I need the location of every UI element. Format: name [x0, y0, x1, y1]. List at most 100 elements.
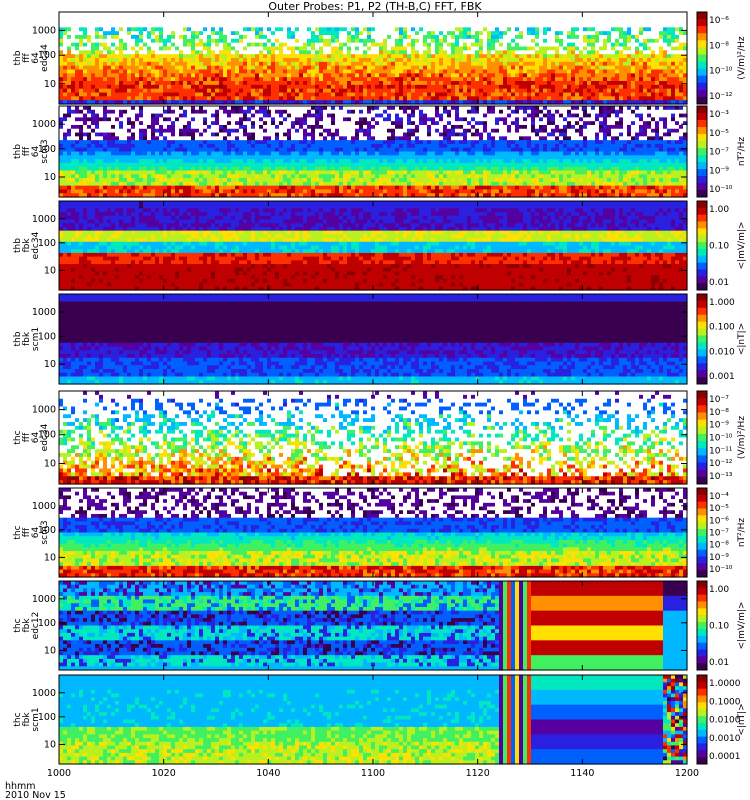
heatmap-cell	[119, 61, 124, 67]
heatmap-cell	[499, 27, 504, 32]
heatmap-cell	[567, 42, 572, 48]
heatmap-cell	[499, 96, 504, 101]
heatmap-cell	[87, 117, 92, 122]
heatmap-cell	[595, 50, 600, 55]
heatmap-cell	[655, 88, 660, 94]
heatmap-cell	[331, 65, 336, 71]
heatmap-cell	[511, 54, 516, 59]
heatmap-cell	[111, 181, 116, 187]
heatmap-cell	[199, 124, 204, 130]
heatmap-cell	[603, 84, 608, 90]
heatmap-cell	[647, 38, 652, 44]
heatmap-cell	[119, 88, 124, 94]
heatmap-cell	[311, 46, 316, 51]
heatmap-cell	[523, 73, 528, 78]
heatmap-cell	[71, 117, 76, 122]
heatmap-cell	[403, 19, 408, 25]
heatmap-cell	[127, 15, 132, 21]
heatmap-cell	[87, 109, 92, 115]
heatmap-cell	[371, 61, 376, 67]
heatmap-cell	[171, 73, 176, 78]
heatmap-cell	[175, 38, 180, 44]
heatmap-cell	[155, 155, 160, 160]
heatmap-cell	[411, 65, 416, 71]
heatmap-cell	[523, 23, 528, 28]
heatmap-cell	[439, 38, 444, 44]
heatmap-cell	[135, 61, 140, 67]
heatmap-cell	[99, 143, 104, 149]
heatmap-cell	[555, 92, 560, 97]
heatmap-cell	[159, 147, 164, 153]
heatmap-cell	[127, 23, 132, 28]
heatmap-cell	[231, 100, 236, 105]
heatmap-cell	[391, 50, 396, 55]
heatmap-cell	[539, 100, 544, 105]
heatmap-cell	[231, 128, 236, 134]
heatmap-cell	[635, 15, 640, 21]
heatmap-cell	[147, 54, 152, 59]
heatmap-cell	[147, 174, 152, 179]
heatmap-cell	[615, 69, 620, 74]
heatmap-cell	[191, 143, 196, 149]
heatmap-cell	[251, 181, 256, 187]
heatmap-cell	[127, 58, 132, 63]
heatmap-cell	[223, 81, 228, 86]
heatmap-cell	[347, 92, 352, 97]
heatmap-cell	[287, 96, 292, 101]
heatmap-cell	[559, 38, 564, 44]
heatmap-cell	[267, 96, 272, 101]
heatmap-cell	[427, 35, 432, 40]
heatmap-cell	[147, 132, 152, 137]
heatmap-cell	[271, 35, 276, 40]
heatmap-cell	[259, 54, 264, 59]
heatmap-cell	[187, 109, 192, 115]
heatmap-cell	[403, 88, 408, 94]
heatmap-cell	[171, 81, 176, 86]
heatmap-cell	[343, 23, 348, 28]
heatmap-cell	[567, 19, 572, 25]
heatmap-cell	[127, 147, 132, 153]
heatmap-cell	[227, 65, 232, 71]
heatmap-cell	[647, 77, 652, 82]
heatmap-cell	[615, 92, 620, 97]
heatmap-cell	[527, 73, 532, 78]
heatmap-cell	[231, 170, 236, 175]
heatmap-p2	[59, 106, 688, 198]
heatmap-cell	[87, 193, 92, 198]
heatmap-cell	[507, 81, 512, 86]
heatmap-cell	[491, 38, 496, 44]
heatmap-cell	[187, 54, 192, 59]
heatmap-cell	[175, 73, 180, 78]
heatmap-cell	[79, 23, 84, 28]
heatmap-cell	[579, 96, 584, 101]
colorbar-tick-label: 10⁻⁸	[709, 41, 729, 51]
heatmap-cell	[287, 88, 292, 94]
heatmap-cell	[115, 81, 120, 86]
heatmap-cell	[379, 50, 384, 55]
heatmap-cell	[363, 54, 368, 59]
heatmap-cell	[383, 38, 388, 44]
heatmap-cell	[323, 88, 328, 94]
heatmap-cell	[615, 58, 620, 63]
heatmap-cell	[151, 69, 156, 74]
heatmap-cell	[107, 77, 112, 82]
heatmap-cell	[451, 54, 456, 59]
heatmap-cell	[387, 31, 392, 36]
heatmap-cell	[227, 121, 232, 126]
heatmap-cell	[83, 84, 88, 90]
heatmap-cell	[431, 42, 436, 48]
heatmap-cell	[211, 35, 216, 40]
heatmap-cell	[139, 132, 144, 137]
heatmap-cell	[235, 147, 240, 153]
heatmap-cell	[63, 46, 68, 51]
heatmap-cell	[267, 27, 272, 32]
heatmap-cell	[131, 96, 136, 101]
heatmap-cell	[111, 166, 116, 172]
heatmap-cell	[187, 136, 192, 141]
heatmap-cell	[79, 121, 84, 126]
heatmap-cell	[91, 193, 96, 198]
heatmap-cell	[411, 84, 416, 90]
heatmap-cell	[563, 84, 568, 90]
heatmap-cell	[155, 61, 160, 67]
heatmap-cell	[487, 69, 492, 74]
